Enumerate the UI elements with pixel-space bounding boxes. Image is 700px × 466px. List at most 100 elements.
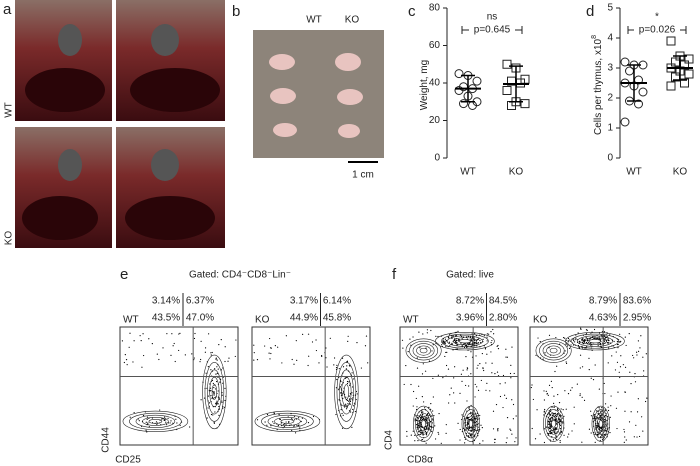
event-dot <box>554 438 556 440</box>
event-dot <box>356 393 358 395</box>
event-dot <box>348 364 351 366</box>
event-dot <box>228 357 230 359</box>
event-dot <box>457 330 459 332</box>
event-dot <box>444 338 447 340</box>
event-dot <box>170 420 172 422</box>
event-dot <box>599 418 601 420</box>
event-dot <box>593 328 596 331</box>
event-dot <box>603 436 605 438</box>
event-dot <box>630 383 632 385</box>
event-dot <box>207 366 209 368</box>
event-dot <box>617 343 619 345</box>
event-dot <box>438 412 440 415</box>
event-dot <box>422 414 424 416</box>
event-dot <box>414 440 416 442</box>
contour <box>419 347 428 354</box>
event-dot <box>224 387 226 389</box>
event-dot <box>509 372 512 375</box>
event-dot <box>470 338 472 341</box>
event-dot <box>346 365 348 367</box>
event-dot <box>173 342 175 345</box>
event-dot <box>616 361 619 363</box>
event-dot <box>218 344 220 346</box>
event-dot <box>597 344 599 346</box>
event-dot <box>581 340 583 342</box>
event-dot <box>480 342 482 344</box>
event-dot <box>502 374 505 377</box>
event-dot <box>636 354 638 356</box>
event-dot <box>405 364 407 367</box>
event-dot <box>129 332 131 334</box>
event-dot <box>210 369 212 371</box>
event-dot <box>419 433 421 436</box>
event-dot <box>595 416 597 418</box>
event-dot <box>637 350 640 352</box>
event-dot <box>434 438 437 440</box>
event-dot <box>206 417 208 419</box>
event-dot <box>207 395 209 397</box>
event-dot <box>474 419 476 421</box>
y-tick-label: 60 <box>429 40 441 51</box>
event-dot <box>268 352 270 354</box>
y-tick-label: 1 <box>607 123 613 134</box>
organ <box>25 68 105 112</box>
event-dot <box>345 404 347 406</box>
event-dot <box>497 428 499 430</box>
event-dot <box>473 341 475 343</box>
event-dot <box>423 417 425 419</box>
event-dot <box>224 360 226 363</box>
event-dot <box>603 433 606 436</box>
event-dot <box>486 382 488 384</box>
event-dot <box>466 367 468 369</box>
event-dot <box>562 409 564 411</box>
event-dot <box>346 361 348 363</box>
contour <box>458 339 472 344</box>
event-dot <box>431 415 433 417</box>
event-dot <box>266 424 268 426</box>
event-dot <box>476 386 478 388</box>
event-dot <box>597 416 599 419</box>
event-dot <box>430 408 432 410</box>
event-dot <box>215 402 217 404</box>
event-dot <box>511 433 513 435</box>
event-dot <box>579 341 581 343</box>
event-dot <box>477 338 479 340</box>
event-dot <box>601 417 603 419</box>
event-dot <box>403 383 405 386</box>
data-point <box>620 57 630 67</box>
contour <box>211 384 218 400</box>
event-dot <box>550 380 552 382</box>
quadrant-percent: 3.96% <box>456 313 484 324</box>
quadrant-percent: 8.72% <box>456 296 484 307</box>
event-dot <box>637 340 639 342</box>
event-dot <box>559 418 561 421</box>
event-dot <box>575 339 577 341</box>
event-dot <box>547 423 550 425</box>
event-dot <box>342 414 344 416</box>
event-dot <box>341 427 344 429</box>
event-dot <box>546 393 548 395</box>
event-dot <box>448 341 451 343</box>
event-dot <box>432 396 434 398</box>
event-dot <box>530 386 532 389</box>
event-dot <box>288 421 290 423</box>
row-label: KO <box>4 231 15 246</box>
event-dot <box>421 431 423 434</box>
event-dot <box>492 328 494 331</box>
event-dot <box>455 339 457 342</box>
event-dot <box>215 373 217 375</box>
event-dot <box>129 416 131 418</box>
event-dot <box>539 433 541 435</box>
event-dot <box>484 348 487 350</box>
event-dot <box>624 391 627 393</box>
event-dot <box>464 438 466 440</box>
event-dot <box>604 337 606 339</box>
event-dot <box>645 353 647 355</box>
contour <box>261 412 314 430</box>
event-dot <box>294 432 297 434</box>
event-dot <box>491 372 493 374</box>
event-dot <box>562 336 565 339</box>
event-dot <box>603 340 606 342</box>
event-dot <box>475 355 477 357</box>
event-dot <box>401 339 404 341</box>
